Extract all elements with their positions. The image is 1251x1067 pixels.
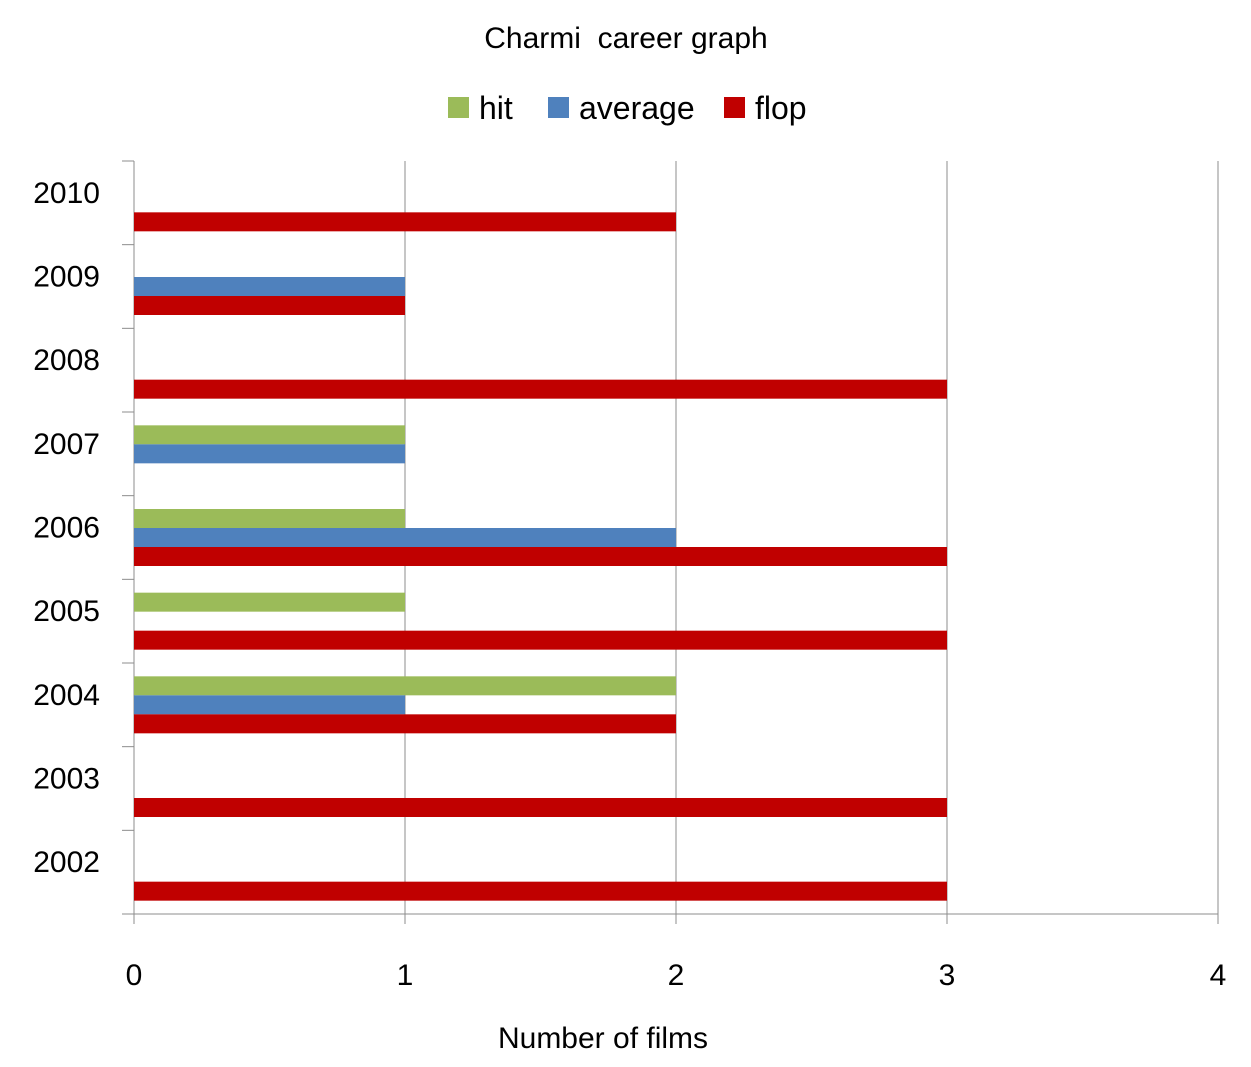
y-axis-ticks: 2002 2003 2004 2005 2006 2007 2008 2009 2010 [33, 177, 100, 879]
legend-swatch-average [548, 97, 569, 118]
y-tick-label-2002: 2002 [33, 846, 100, 879]
x-tick-label-3: 3 [939, 959, 956, 992]
y-tick-label-2004: 2004 [33, 679, 100, 712]
bar-average-2007 [134, 444, 405, 464]
legend-swatch-hit [448, 97, 469, 118]
bar-flop-2003 [134, 798, 947, 817]
x-tick-label-0: 0 [126, 959, 143, 992]
y-tick-label-2005: 2005 [33, 595, 100, 628]
bar-flop-2010 [134, 212, 676, 232]
bar-flop-2004 [134, 714, 676, 734]
bar-hit-2006 [134, 509, 405, 528]
bars [134, 212, 947, 901]
chart-title: Charmi career graph [484, 22, 767, 55]
y-tick-label-2006: 2006 [33, 511, 100, 544]
bar-average-2009 [134, 277, 405, 296]
x-tick-label-2: 2 [668, 959, 685, 992]
y-tick-label-2010: 2010 [33, 177, 100, 210]
bar-flop-2008 [134, 379, 947, 399]
bar-hit-2004 [134, 676, 676, 696]
legend-label-average: average [579, 90, 695, 126]
y-tick-label-2008: 2008 [33, 344, 100, 377]
y-tick-label-2009: 2009 [33, 260, 100, 293]
legend-item-flop: flop [724, 90, 807, 126]
bar-average-2006 [134, 528, 676, 547]
legend-label-hit: hit [479, 90, 513, 126]
legend-item-average: average [548, 90, 695, 126]
bar-flop-2005 [134, 630, 947, 650]
bar-hit-2005 [134, 592, 405, 612]
legend: hit average flop [448, 90, 807, 126]
bar-average-2004 [134, 695, 405, 715]
legend-item-hit: hit [448, 90, 513, 126]
x-axis-title: Number of films [498, 1022, 708, 1055]
legend-label-flop: flop [755, 90, 807, 126]
bar-hit-2007 [134, 425, 405, 445]
x-axis-ticks: 0 1 2 3 4 [126, 959, 1227, 992]
bar-flop-2002 [134, 881, 947, 901]
legend-swatch-flop [724, 97, 745, 118]
bar-flop-2009 [134, 296, 405, 315]
x-tick-label-1: 1 [397, 959, 414, 992]
y-tick-label-2007: 2007 [33, 428, 100, 461]
y-tick-label-2003: 2003 [33, 762, 100, 795]
bar-flop-2006 [134, 547, 947, 566]
x-tick-label-4: 4 [1210, 959, 1227, 992]
